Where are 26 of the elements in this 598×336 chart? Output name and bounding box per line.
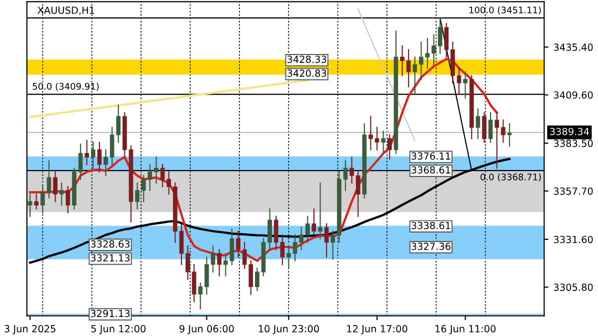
x-tick-label: 5 Jun 12:00 (91, 325, 146, 334)
ref-line-label: 3428.33 (287, 56, 326, 63)
x-tick-label: 16 Jun 11:00 (436, 325, 496, 334)
ref-line-label: 3376.11 (412, 152, 450, 160)
ref-line-label: 3328.63 (90, 240, 130, 248)
y-tick-label: 3331.60 (554, 236, 593, 244)
y-tick-label: 3305.80 (554, 284, 593, 291)
ref-line-label: 3291.13 (90, 310, 130, 318)
x-tick-label: 9 Jun 06:00 (180, 325, 234, 334)
ref-line-label: 0.0 (3368.71) (480, 173, 541, 182)
y-tick-label: 3357.70 (554, 187, 593, 195)
ref-line-label: 3420.83 (287, 70, 326, 77)
ref-line-label: 3338.61 (412, 222, 450, 230)
x-tick-label: 12 Jun 17:00 (347, 325, 408, 334)
x-tick-label: 3 Jun 2025 (4, 325, 56, 334)
ref-line-label: 3327.36 (412, 242, 450, 250)
x-tick-label: 10 Jun 23:00 (258, 325, 319, 334)
y-tick-label: 3435.40 (554, 44, 593, 51)
ref-line-label: 50.0 (3409.91) (32, 82, 99, 91)
ref-line-label: 3368.61 (412, 166, 450, 174)
ref-line-label: 3321.13 (90, 254, 130, 262)
ref-line-label: 100.0 (3451.11) (469, 6, 541, 14)
ref-line-label: 3389.34 (550, 128, 590, 136)
chart-title: XAUUSD,H1 (38, 6, 94, 15)
y-tick-label: 3409.60 (554, 91, 593, 99)
y-tick-label: 3383.50 (554, 140, 593, 148)
